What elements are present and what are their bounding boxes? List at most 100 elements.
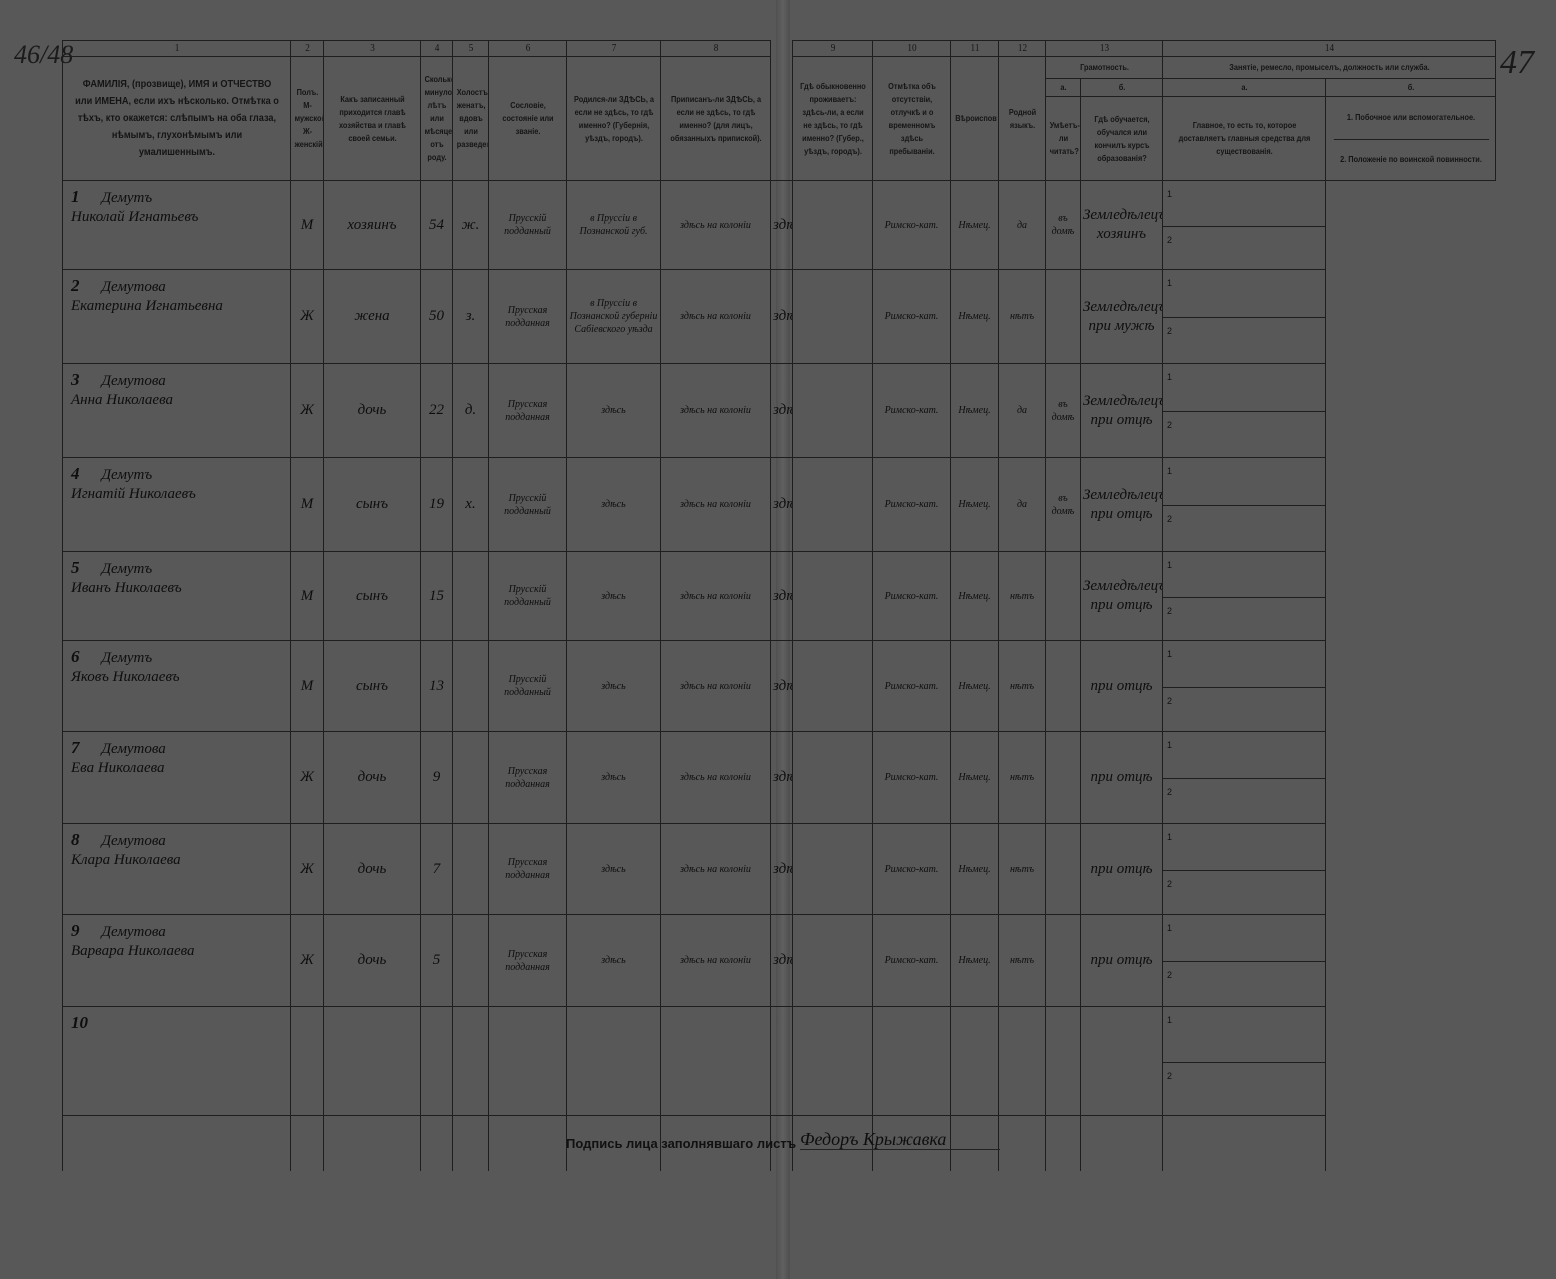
sub-row-1: 1 (1163, 916, 1325, 962)
estate-cell: Прусскій подданный (488, 551, 567, 641)
religion-cell: Римско-кат. (872, 457, 951, 552)
given-name: Игнатій Николаевъ (71, 486, 196, 502)
age-cell: 22 (420, 363, 453, 458)
age-cell: 9 (420, 731, 453, 824)
main-occupation-cell: при отцѣ (1080, 823, 1163, 915)
language-cell: Нѣмец. (950, 731, 999, 824)
header-side-occupation: 1. Побочное или вспомогательное. (1333, 98, 1488, 140)
row-number: 5 (71, 558, 80, 577)
header-military: 2. Положеніе по воинской повинности. (1339, 155, 1482, 164)
residence-cell: здѣсь (770, 269, 793, 364)
age-cell: 13 (420, 640, 453, 732)
blank-cell (998, 1115, 1046, 1171)
religion-cell: Римско-кат. (872, 914, 951, 1007)
col-num: 1 (71, 40, 282, 57)
surname: Демутъ (101, 467, 153, 483)
header-birthplace: Родился-ли ЗДѢСЬ, а если не здѣсь, то гд… (569, 56, 658, 181)
blank-cell (566, 1115, 661, 1171)
marital-cell (452, 1006, 489, 1116)
col-num: 7 (569, 40, 658, 57)
sub-row-2: 2 (1164, 598, 1325, 640)
education-cell (1045, 914, 1081, 1007)
sub-label: 2 (1167, 787, 1173, 797)
absence-cell (792, 640, 873, 732)
col-num: 12 (999, 40, 1045, 57)
religion-cell: Римско-кат. (872, 363, 951, 458)
absence-cell (792, 269, 873, 364)
col-num: 2 (291, 40, 323, 57)
can-read-cell: нѣтъ (998, 551, 1046, 641)
language-cell: Нѣмец. (950, 823, 999, 915)
language-cell: Нѣмец. (950, 640, 999, 732)
blank-cell (792, 1115, 873, 1171)
language-cell: Нѣмец. (950, 269, 999, 364)
col-num: 14 (1175, 40, 1483, 57)
col-num: 3 (326, 40, 418, 57)
relation-cell (323, 1006, 421, 1116)
can-read-cell: да (998, 457, 1046, 552)
blank-cell (1162, 1115, 1326, 1171)
religion-cell: Римско-кат. (872, 269, 951, 364)
absence-cell (792, 180, 873, 270)
age-cell: 19 (420, 457, 453, 552)
header-14b: 1. Побочное или вспомогательное. 2. Поло… (1331, 96, 1490, 181)
sex-cell: Ж (290, 363, 324, 458)
estate-cell: Прусская подданная (488, 914, 567, 1007)
birthplace-cell: здѣсь (566, 731, 661, 824)
residence-cell: здѣсь (770, 640, 793, 732)
given-name: Иванъ Николаевъ (71, 580, 182, 596)
sub-row-1: 1 (1163, 182, 1325, 227)
col-num: 11 (951, 40, 998, 57)
name-cell: 8 Демутова Клара Николаева (62, 823, 291, 915)
religion-cell: Римско-кат. (872, 180, 951, 270)
header-residence: Гдѣ обыкновенно проживаетъ: здѣсь-ли, а … (795, 56, 870, 181)
language-cell: Нѣмец. (950, 363, 999, 458)
sub-label: 1 (1167, 649, 1173, 659)
sub-row-1: 1 (1163, 271, 1325, 318)
fold-gap (771, 41, 793, 181)
blank-cell (62, 1115, 291, 1171)
blank-row (62, 1115, 1496, 1171)
registered-cell: здѣсь на колоніи (660, 823, 771, 915)
main-occupation-cell: Земледѣлецъ при отцѣ (1080, 551, 1163, 641)
education-cell (1045, 731, 1081, 824)
marital-cell: ж. (452, 180, 489, 270)
column-number-row: 1 2 3 4 5 6 7 8 9 10 11 12 13 14 (63, 40, 1496, 57)
marital-cell (452, 914, 489, 1007)
birthplace-cell: здѣсь (566, 640, 661, 732)
main-occupation-cell: Земледѣлецъ при мужѣ (1080, 269, 1163, 364)
marital-cell (452, 640, 489, 732)
relation-cell: дочь (323, 914, 421, 1007)
can-read-cell: нѣтъ (998, 914, 1046, 1007)
language-cell (950, 1006, 999, 1116)
education-cell: въ домѣ (1045, 180, 1081, 270)
col-num: 10 (875, 40, 948, 57)
language-cell: Нѣмец. (950, 180, 999, 270)
col-num: 6 (491, 40, 564, 57)
religion-cell (872, 1006, 951, 1116)
education-cell: въ домѣ (1045, 457, 1081, 552)
relation-cell: дочь (323, 823, 421, 915)
marital-cell (452, 731, 489, 824)
relation-cell: дочь (323, 363, 421, 458)
header-estate: Сословіе, состояніе или званіе. (491, 56, 564, 181)
name-cell: 2 Демутова Екатерина Игнатьевна (62, 269, 291, 364)
main-occupation-cell: Земледѣлецъ при отцѣ (1080, 363, 1163, 458)
estate-cell (488, 1006, 567, 1116)
education-cell (1045, 823, 1081, 915)
relation-cell: сынъ (323, 551, 421, 641)
sub-label: 1 (1167, 740, 1173, 750)
absence-cell (792, 363, 873, 458)
estate-cell: Прусскій подданный (488, 180, 567, 270)
surname: Демутъ (101, 561, 153, 577)
estate-cell: Прусскій подданный (488, 640, 567, 732)
header-absence: Отмѣтка объ отсутствіи, отлучкѣ и о врем… (875, 56, 948, 181)
header-name: ФАМИЛІЯ, (прозвище), ИМЯ и ОТЧЕСТВО или … (71, 56, 282, 181)
sex-cell: М (290, 457, 324, 552)
age-cell (420, 1006, 453, 1116)
header-can-read: Умѣетъ-ли читать? (1046, 96, 1080, 181)
surname: Демутова (101, 741, 166, 757)
